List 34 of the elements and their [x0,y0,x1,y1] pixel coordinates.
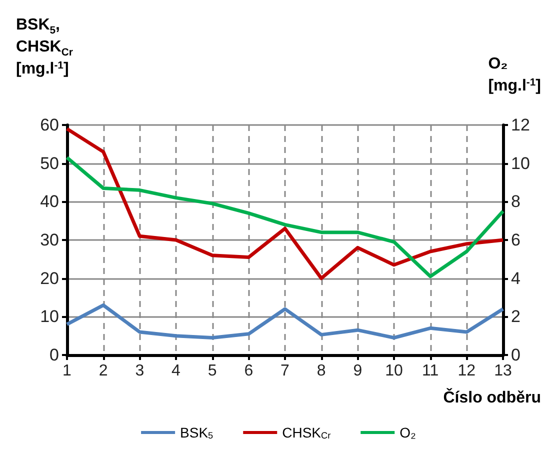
x-tick-label: 1 [62,362,72,380]
x-tick-label: 7 [280,362,290,380]
x-tick-label: 8 [316,362,326,380]
y2-tick-label: 2 [511,307,520,326]
y-tick-label: 50 [40,154,59,173]
y2-tick-label: 10 [511,154,530,173]
line-series [65,156,505,278]
x-tick-label: 13 [494,362,512,380]
x-axis-title: Číslo odběru [443,388,541,406]
line-series [65,303,505,340]
x-tick-label: 5 [208,362,217,380]
y-tick-label: 40 [40,192,59,212]
x-tick-label: 9 [353,362,362,380]
x-tick-label: 6 [244,362,254,380]
x-tick-label: 3 [135,362,144,380]
line-series [65,127,505,280]
y-tick-label: 60 [40,116,59,134]
y-tick-label: 20 [40,268,59,288]
y2-tick-label: 0 [511,346,520,364]
y-tick-label: 30 [40,230,59,250]
x-tick-label: 2 [98,362,108,380]
legend-label: BSK5 [180,424,214,440]
x-tick-label: 4 [172,362,181,380]
y-tick-label: 0 [50,346,59,364]
legend-label: O₂ [400,424,416,440]
y2-tick-label: 4 [511,268,520,288]
x-tick-label: 10 [385,362,403,380]
y2-tick-label: 12 [511,116,530,134]
y2-tick-label: 8 [511,192,520,212]
y2-tick-label: 6 [511,230,520,250]
x-tick-label: 12 [458,362,476,380]
legend-label: CHSKCr [282,424,331,440]
y-tick-label: 10 [40,307,59,326]
x-tick-label: 11 [422,362,439,380]
